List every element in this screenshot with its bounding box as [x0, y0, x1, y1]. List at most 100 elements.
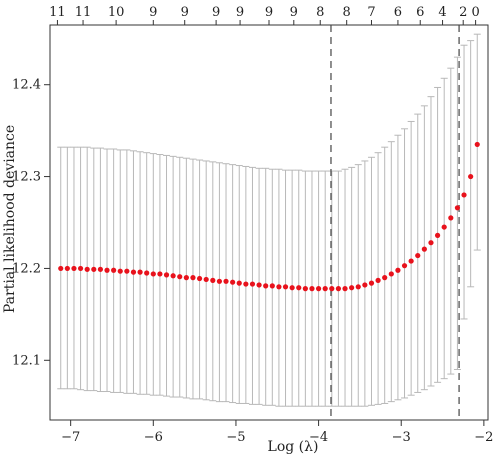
plot-frame [49, 24, 489, 421]
x-tick-label: −2 [474, 430, 493, 445]
data-point [203, 276, 209, 283]
data-point [71, 265, 77, 272]
top-tick-label: 11 [49, 5, 66, 20]
data-point [362, 282, 368, 288]
data-point [322, 286, 328, 292]
data-point [216, 278, 223, 284]
data-point [177, 274, 183, 280]
top-tick-label: 8 [343, 5, 351, 20]
data-point [474, 141, 480, 148]
data-point [342, 286, 348, 292]
data-point [58, 265, 64, 272]
data-point [256, 282, 262, 288]
data-point [315, 286, 322, 292]
x-axis: −7 −6 −5 −4 −3 −2 [61, 420, 493, 445]
top-tick-label: 4 [438, 5, 446, 20]
top-tick-label: 9 [212, 5, 220, 20]
x-tick-label: −5 [226, 430, 245, 445]
top-tick-label: 9 [181, 5, 189, 20]
data-point [111, 267, 117, 273]
data-point [408, 258, 414, 264]
y-tick-label: 12.3 [12, 170, 41, 185]
data-points [58, 141, 480, 292]
data-point [97, 266, 104, 272]
data-point [309, 286, 315, 292]
data-point [77, 265, 84, 272]
top-tick-label: 6 [416, 5, 424, 20]
data-point [230, 279, 236, 285]
data-point [368, 280, 375, 286]
data-point [269, 283, 275, 289]
data-point [196, 275, 203, 282]
top-tick-label: 0 [471, 5, 479, 20]
data-point [130, 269, 137, 275]
data-point [415, 252, 421, 259]
data-point [434, 232, 441, 238]
data-point [448, 215, 454, 221]
data-point [454, 205, 461, 211]
top-axis: 11 11 10 9 9 9 9 9 9 8 8 7 6 6 4 2 0 [49, 5, 480, 25]
data-point [382, 275, 388, 281]
data-point [388, 271, 394, 277]
data-point [84, 266, 90, 272]
top-tick-label: 9 [149, 5, 157, 20]
data-point [157, 271, 163, 277]
data-point [263, 283, 269, 289]
data-point [395, 267, 401, 273]
data-point [401, 263, 408, 269]
data-point [289, 285, 295, 291]
data-point [104, 267, 110, 273]
data-point [183, 275, 189, 281]
reference-lines [330, 25, 460, 420]
data-point [117, 268, 123, 274]
data-point [428, 240, 434, 246]
top-tick-label: 2 [459, 5, 467, 20]
data-point [64, 265, 70, 272]
top-tick-label: 7 [367, 5, 375, 20]
y-tick-label: 12.1 [12, 353, 41, 368]
data-point [468, 173, 474, 180]
data-point [375, 277, 381, 283]
data-point [150, 271, 156, 277]
data-point [296, 285, 302, 291]
top-tick-label: 10 [108, 5, 125, 20]
data-point [276, 284, 282, 290]
data-point [163, 272, 170, 278]
top-tick-label: 9 [265, 5, 273, 20]
data-point [210, 277, 216, 283]
data-point [137, 269, 143, 275]
data-point [302, 286, 308, 292]
data-point [91, 266, 97, 272]
data-point [355, 284, 361, 290]
data-point [170, 273, 176, 279]
data-point [236, 280, 242, 286]
data-point [421, 246, 427, 252]
y-tick-label: 12.2 [12, 261, 41, 276]
x-tick-label: −6 [144, 430, 163, 445]
data-point [461, 192, 467, 198]
top-tick-label: 8 [316, 5, 324, 20]
y-tick-label: 12.4 [12, 78, 41, 93]
plot-border [49, 24, 489, 421]
y-axis-label: Partial likelihood deviance [2, 125, 18, 313]
top-tick-label: 9 [290, 5, 298, 20]
top-tick-label: 11 [75, 5, 92, 20]
x-tick-label: −3 [392, 430, 411, 445]
data-point [282, 284, 289, 290]
x-axis-label: Log (λ) [268, 439, 319, 455]
data-point [144, 270, 150, 276]
data-point [329, 286, 335, 292]
top-tick-label: 6 [394, 5, 402, 20]
top-tick-label: 9 [236, 5, 244, 20]
data-point [441, 224, 447, 230]
data-point [349, 285, 355, 291]
data-point [190, 275, 196, 281]
data-point [249, 281, 256, 287]
data-point [335, 286, 342, 292]
data-point [243, 281, 249, 287]
data-point [124, 268, 130, 274]
error-bars [57, 33, 481, 407]
data-point [223, 278, 229, 284]
x-tick-label: −7 [61, 430, 80, 445]
